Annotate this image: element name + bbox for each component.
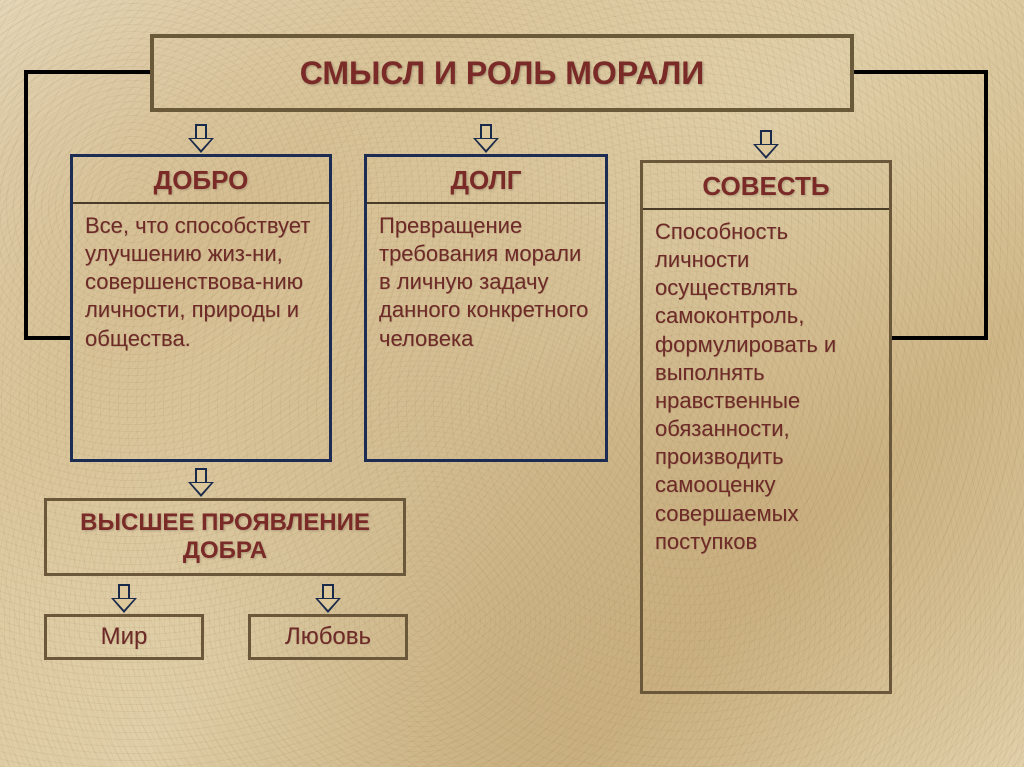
connector-line <box>24 70 152 74</box>
leaf-box-lyubov: Любовь <box>248 614 408 660</box>
concept-box-dolg: ДОЛГПревращение требования морали в личн… <box>364 154 608 462</box>
leaf-box-mir: Мир <box>44 614 204 660</box>
concept-body-dolg: Превращение требования морали в личную з… <box>367 204 605 361</box>
concept-header-dobro: ДОБРО <box>73 157 329 204</box>
concept-body-sovest: Способность личности осуществлять самоко… <box>643 210 889 564</box>
title-box: СМЫСЛ И РОЛЬ МОРАЛИ <box>150 34 854 112</box>
concept-header-dolg: ДОЛГ <box>367 157 605 204</box>
concept-box-sovest: СОВЕСТЬСпособность личности осуществлять… <box>640 160 892 694</box>
concept-header-sovest: СОВЕСТЬ <box>643 163 889 210</box>
connector-line <box>24 336 72 340</box>
sub-box-highest-good: ВЫСШЕЕ ПРОЯВЛЕНИЕ ДОБРА <box>44 498 406 576</box>
connector-line <box>984 70 988 340</box>
sub-box-label: ВЫСШЕЕ ПРОЯВЛЕНИЕ ДОБРА <box>55 509 395 564</box>
connector-line <box>24 70 28 340</box>
concept-box-dobro: ДОБРОВсе, что способствует улучшению жиз… <box>70 154 332 462</box>
title-text: СМЫСЛ И РОЛЬ МОРАЛИ <box>300 55 705 92</box>
concept-body-dobro: Все, что способствует улучшению жиз-ни, … <box>73 204 329 361</box>
connector-line <box>852 70 988 74</box>
connector-line <box>890 336 988 340</box>
